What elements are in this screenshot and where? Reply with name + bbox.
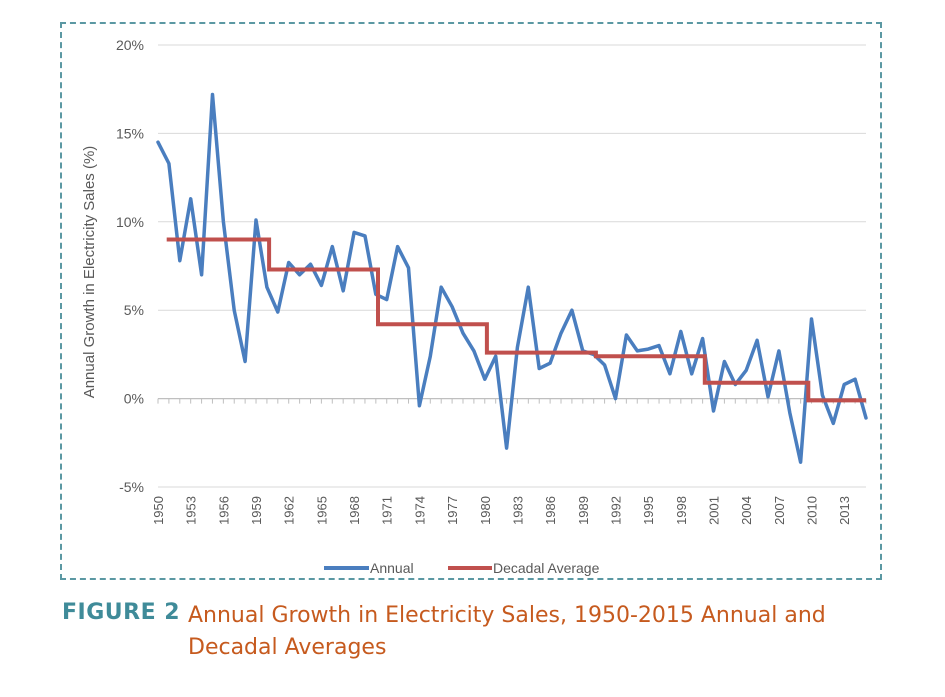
legend: Annual Decadal Average bbox=[324, 560, 600, 576]
figure-title: Annual Growth in Electricity Sales, 1950… bbox=[188, 603, 826, 660]
legend-decadal-label: Decadal Average bbox=[493, 560, 600, 576]
x-tick-label: 1950 bbox=[151, 496, 166, 525]
chart-frame: -5% 0% 5% 10% 15% 20% 1950 1953 1956 1959 1962 196… bbox=[60, 22, 882, 580]
x-tick-label: 1998 bbox=[674, 496, 689, 525]
x-tick-label: 1971 bbox=[380, 496, 395, 525]
x-tick-label: 2004 bbox=[739, 496, 754, 525]
series-line-annual bbox=[156, 92, 868, 464]
x-tick-label: 1953 bbox=[184, 496, 199, 525]
x-tick-label: 2001 bbox=[707, 496, 722, 525]
y-tick-label: -5% bbox=[119, 479, 144, 495]
x-tick-label: 1983 bbox=[510, 496, 525, 525]
y-tick-label: 15% bbox=[116, 125, 144, 141]
x-tick-label: 1995 bbox=[641, 496, 656, 525]
figure-label: FIGURE 2 bbox=[62, 600, 181, 625]
x-tick-label: 1959 bbox=[249, 496, 264, 525]
y-axis-tick-labels: -5% 0% 5% 10% 15% 20% bbox=[116, 37, 144, 495]
x-tick-label: 1968 bbox=[347, 496, 362, 525]
y-tick-label: 0% bbox=[124, 391, 144, 407]
legend-annual-label: Annual bbox=[370, 560, 414, 576]
x-tick-label: 1962 bbox=[282, 496, 297, 525]
x-tick-label: 2013 bbox=[837, 496, 852, 525]
y-tick-label: 20% bbox=[116, 37, 144, 53]
x-tick-label: 2010 bbox=[805, 496, 820, 525]
x-tick-label: 1989 bbox=[576, 496, 591, 525]
x-tick-label: 1992 bbox=[608, 496, 623, 525]
y-tick-label: 5% bbox=[124, 302, 144, 318]
y-axis-label: Annual Growth in Electricity Sales (%) bbox=[81, 146, 98, 399]
x-tick-label: 1980 bbox=[478, 496, 493, 525]
x-tick-label: 1977 bbox=[445, 496, 460, 525]
y-tick-label: 10% bbox=[116, 214, 144, 230]
x-tick-label: 1956 bbox=[216, 496, 231, 525]
series-lines bbox=[156, 92, 868, 464]
x-tick-label: 1965 bbox=[314, 496, 329, 525]
x-tick-label: 1974 bbox=[412, 496, 427, 525]
x-tick-label: 2007 bbox=[772, 496, 787, 525]
chart-plot: -5% 0% 5% 10% 15% 20% 1950 1953 1956 1959 1962 196… bbox=[81, 37, 868, 576]
x-axis-tick-labels: 1950 1953 1956 1959 1962 1965 1968 1971 1974 1977… bbox=[151, 496, 852, 525]
series-line-decadal-average bbox=[166, 237, 866, 403]
x-tick-label: 1986 bbox=[543, 496, 558, 525]
